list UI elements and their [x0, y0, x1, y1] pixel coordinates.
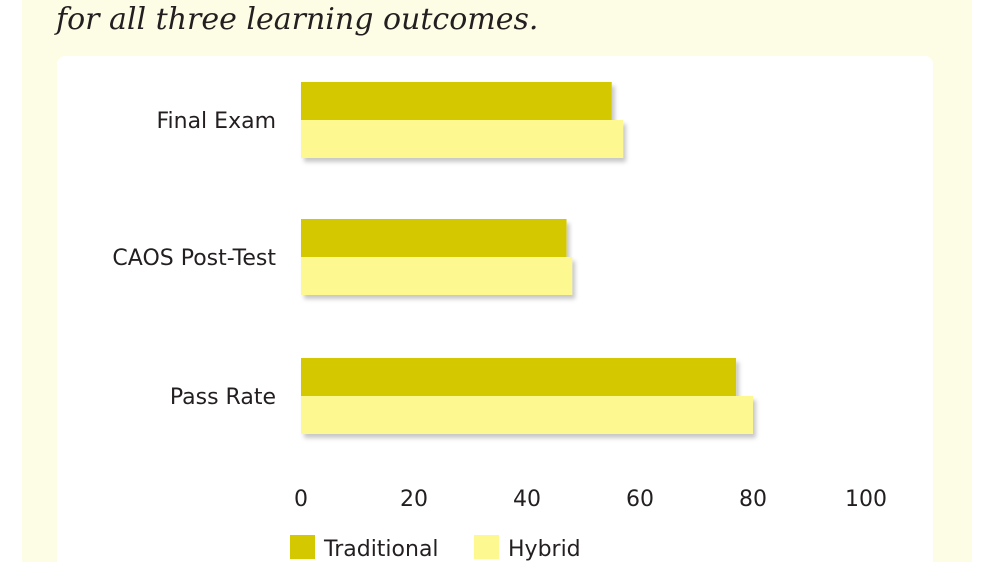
- bar-traditional-final-exam: [301, 82, 612, 120]
- x-tick-label: 100: [845, 487, 887, 512]
- chart-subtitle: for all three learning outcomes.: [56, 2, 539, 37]
- bar-hybrid-pass-rate: [301, 396, 753, 434]
- x-tick-label: 80: [739, 487, 767, 512]
- category-labels: Final Exam CAOS Post-Test Pass Rate: [112, 109, 276, 410]
- bars-layer: [301, 82, 753, 434]
- bar-hybrid-final-exam: [301, 120, 624, 158]
- legend-swatch-traditional: [290, 535, 315, 559]
- bar-traditional-caos-post-test: [301, 219, 567, 257]
- x-tick-label: 40: [513, 487, 541, 512]
- bar-traditional-pass-rate: [301, 358, 737, 396]
- legend-swatch-hybrid: [474, 535, 499, 559]
- legend: Traditional Hybrid: [290, 535, 581, 562]
- x-tick-label: 0: [294, 487, 308, 512]
- category-label: Final Exam: [156, 109, 276, 134]
- legend-label-traditional: Traditional: [323, 537, 439, 562]
- x-tick-label: 20: [400, 487, 428, 512]
- category-label: Pass Rate: [170, 385, 276, 410]
- bar-chart: Final Exam CAOS Post-Test Pass Rate 0 20 40 6…: [112, 82, 887, 562]
- legend-label-hybrid: Hybrid: [508, 537, 581, 562]
- x-axis-ticks: 0 20 40 60 80 100: [294, 487, 887, 512]
- bar-hybrid-caos-post-test: [301, 257, 573, 295]
- category-label: CAOS Post-Test: [112, 246, 276, 271]
- x-tick-label: 60: [626, 487, 654, 512]
